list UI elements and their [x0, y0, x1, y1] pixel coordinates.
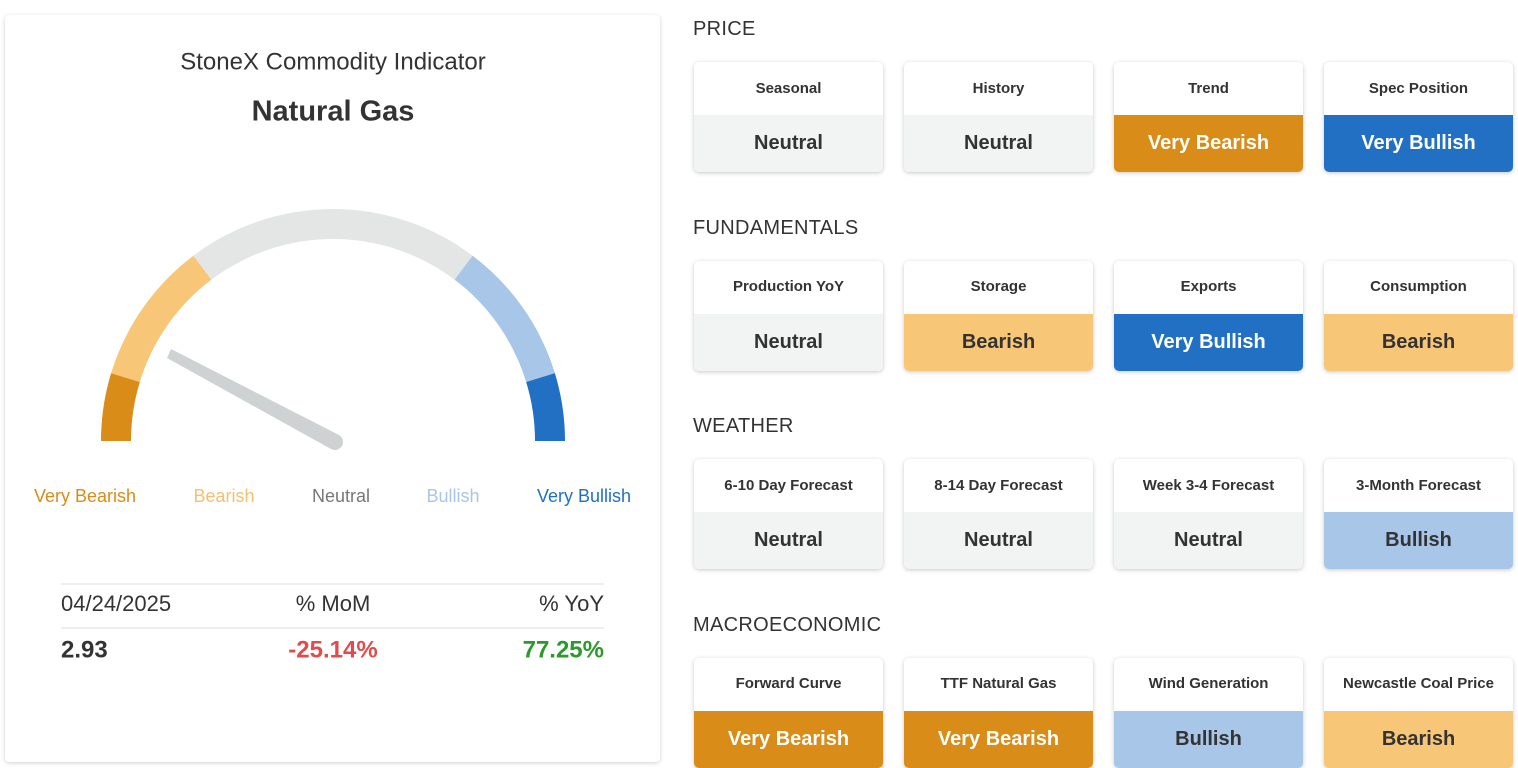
- needle-hub: [327, 434, 343, 450]
- card-status: Bearish: [904, 313, 1093, 371]
- gauge-chart: StoneX Commodity Indicator Natural Gas V…: [34, 48, 631, 664]
- card-status: Neutral: [694, 512, 883, 569]
- card-label: History: [972, 79, 1025, 97]
- stat-header: % MoM: [296, 591, 371, 616]
- legend-label: Very Bullish: [537, 486, 631, 506]
- card-status: Very Bullish: [1114, 313, 1303, 371]
- commodity-name: Natural Gas: [252, 96, 415, 128]
- gauge-segment: [526, 373, 565, 441]
- section-title: WEATHER: [693, 415, 794, 437]
- card-label: Storage: [970, 278, 1027, 295]
- indicator-card: History Neutral: [904, 62, 1093, 172]
- indicator-card: 6-10 Day Forecast Neutral: [694, 459, 883, 569]
- indicator-card: Consumption Bearish: [1324, 260, 1513, 371]
- indicator-card: Newcastle Coal Price Bearish: [1324, 657, 1513, 768]
- card-status: Neutral: [904, 115, 1093, 172]
- indicator-card: Trend Very Bearish: [1114, 62, 1303, 172]
- gauge-segment: [101, 373, 140, 441]
- card-status: Very Bearish: [1114, 115, 1303, 172]
- stat-header: % YoY: [539, 591, 604, 616]
- section-title: MACROECONOMIC: [693, 613, 882, 636]
- card-status: Neutral: [694, 313, 883, 371]
- indicator-card: Wind Generation Bullish: [1114, 657, 1303, 768]
- indicator-card: Exports Very Bullish: [1114, 260, 1303, 371]
- indicator-card: Production YoY Neutral: [694, 260, 883, 371]
- card-label: Spec Position: [1368, 79, 1469, 97]
- card-label: 8-14 Day Forecast: [934, 476, 1063, 494]
- indicator-panel: StoneX Commodity Indicator Natural Gas V…: [5, 15, 660, 762]
- card-label: Newcastle Coal Price: [1343, 675, 1494, 692]
- indicator-card: Storage Bearish: [904, 260, 1093, 371]
- stats: 04/24/2025 % MoM % YoY 2.93 -25.14% 77.25%: [61, 591, 604, 664]
- card-label: Week 3-4 Forecast: [1142, 476, 1275, 494]
- card-label: Production YoY: [732, 278, 845, 295]
- stat-header: 04/24/2025: [61, 591, 171, 616]
- indicator-title: StoneX Commodity Indicator: [180, 48, 485, 75]
- section-title: PRICE: [693, 18, 756, 40]
- card-label: Wind Generation: [1148, 675, 1269, 692]
- stat-value: 2.93: [61, 636, 108, 663]
- card-status: Very Bearish: [904, 710, 1093, 768]
- card-status: Bullish: [1114, 710, 1303, 768]
- indicator-card: 8-14 Day Forecast Neutral: [904, 459, 1093, 569]
- stat-value: 77.25%: [523, 636, 604, 663]
- indicator-card: Forward Curve Very Bearish: [694, 657, 883, 768]
- legend-label: Bearish: [193, 486, 254, 506]
- card-label: Exports: [1180, 278, 1237, 295]
- gauge-segment: [193, 209, 473, 280]
- legend-label: Bullish: [426, 486, 479, 506]
- indicator-card: 3-Month Forecast Bullish: [1324, 459, 1513, 569]
- section-title: FUNDAMENTALS: [693, 216, 859, 239]
- card-label: 6-10 Day Forecast: [724, 476, 853, 494]
- card-status: Bearish: [1324, 313, 1513, 371]
- card-label: Trend: [1188, 79, 1229, 97]
- card-status: Bullish: [1324, 512, 1513, 569]
- card-status: Neutral: [1114, 512, 1303, 569]
- card-status: Neutral: [694, 115, 883, 172]
- gauge-segment: [454, 255, 555, 382]
- indicator-card: Seasonal Neutral: [694, 62, 883, 172]
- legend-label: Neutral: [312, 486, 370, 506]
- card-label: TTF Natural Gas: [940, 675, 1057, 692]
- card-label: Seasonal: [755, 79, 822, 97]
- card-label: Forward Curve: [735, 675, 842, 692]
- gauge-segment: [111, 255, 212, 382]
- indicator-card: TTF Natural Gas Very Bearish: [904, 657, 1093, 768]
- card-status: Bearish: [1324, 710, 1513, 768]
- indicator-card: Week 3-4 Forecast Neutral: [1114, 459, 1303, 569]
- gauge-needle: [167, 349, 339, 449]
- card-label: Consumption: [1370, 278, 1467, 295]
- indicator-card: Spec Position Very Bullish: [1324, 62, 1513, 172]
- card-status: Neutral: [904, 512, 1093, 569]
- gauge-legend: Very Bearish Bearish Neutral Bullish Very Bu…: [34, 486, 631, 506]
- legend-label: Very Bearish: [34, 486, 136, 506]
- card-status: Very Bearish: [694, 710, 883, 768]
- card-label: 3-Month Forecast: [1355, 476, 1481, 494]
- stat-value: -25.14%: [288, 636, 377, 663]
- gauge: [101, 209, 565, 441]
- card-status: Very Bullish: [1324, 115, 1513, 172]
